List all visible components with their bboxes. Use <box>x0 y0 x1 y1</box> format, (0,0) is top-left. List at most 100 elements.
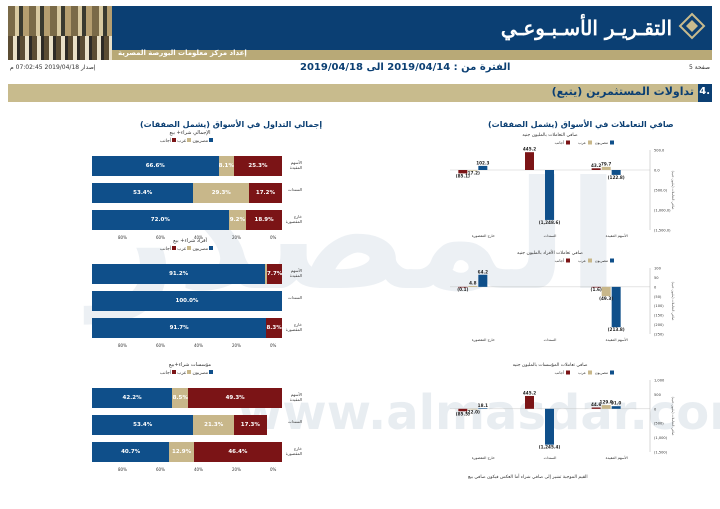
legend-label: عرب <box>578 258 586 263</box>
stacked-bar: 42.2% 8.5% 49.3% <box>92 388 282 408</box>
data-label: 102.3 <box>476 160 489 165</box>
legend-label: عرب <box>177 370 187 376</box>
right-chart-title: صافي التعاملات بالمليون جنيه <box>522 133 577 138</box>
stacked-bar: 66.6% 8.1% 25.3% <box>92 156 282 176</box>
bar-segment: 53.4% <box>92 415 194 435</box>
page-number: صفحة 5 <box>689 64 710 71</box>
stacked-bar: 40.7% 12.9% 46.4% <box>92 442 282 462</box>
y-tick-label: 50 <box>654 276 659 280</box>
data-label: 64.2 <box>478 269 488 274</box>
axis-tick-label: 80% <box>118 343 127 348</box>
bar-row-label: خارج المقصورة <box>285 214 302 224</box>
data-label: 4.8 <box>469 280 477 285</box>
y-tick-label: (50) <box>654 295 662 299</box>
axis-tick-label: 80% <box>118 235 127 240</box>
column-bar <box>611 406 621 409</box>
x-category-label: الأسهم المقيدة <box>606 455 628 460</box>
x-category-label: السندات <box>544 338 557 342</box>
data-label: 79.7 <box>601 161 611 166</box>
bar-row-label: الأسهم المقيدة <box>289 392 302 402</box>
section-tab <box>698 84 712 102</box>
legend-label: أجانب <box>555 258 564 263</box>
report-title: التقـريـر الأسـبـوعـي <box>500 16 672 40</box>
axis-tick-label: 60% <box>156 467 165 472</box>
section-title: تداولات المستثمرين (يتبع) <box>551 85 694 98</box>
bar-segment: 8.3% <box>266 318 282 338</box>
y-tick-label: (1,000) <box>654 436 668 440</box>
bar-row-label: السندات <box>287 187 302 192</box>
data-label: (1,248.6) <box>539 220 561 225</box>
watermark-site: www.almasdar.com <box>238 385 720 441</box>
column-bar <box>591 407 601 409</box>
legend-swatch <box>566 258 570 263</box>
legend-label: أجانب <box>160 246 172 252</box>
y-tick-label: 0.0 <box>654 169 660 173</box>
y-axis-label: صافي التعاملات (مليون جنيه) <box>671 397 675 436</box>
section-number: 4. <box>699 86 710 97</box>
left-chart-title: الإجمالي شراء+ بيع <box>169 130 211 136</box>
legend-item: عرب <box>177 246 192 252</box>
data-label: 445.2 <box>523 390 536 395</box>
legend-label: عرب <box>578 370 586 375</box>
x-category-label: خارج المقصورة <box>472 456 495 460</box>
right-charts: صافي التعاملات بالمليون جنيه مصريون عرب أجا… <box>450 133 675 460</box>
y-tick-label: 1,000 <box>654 379 665 383</box>
y-axis-label: صافي التعاملات (مليون جنيه) <box>671 282 675 321</box>
exchange-logo-icon <box>678 12 706 40</box>
data-label: (49.3) <box>599 296 613 301</box>
footnote: القيم الموجبة تشير إلى صافي شراء أما الع… <box>468 475 588 480</box>
axis-tick-label: 20% <box>232 235 241 240</box>
report-header: إعداد مركز معلومات البورصة المصرية التقـ… <box>8 6 712 60</box>
axis-tick-label: 40% <box>194 467 203 472</box>
data-label: 445.2 <box>523 147 536 152</box>
bar-segment: 29.3% <box>193 183 250 203</box>
header-subtitle-bar: إعداد مركز معلومات البورصة المصرية <box>112 49 712 60</box>
left-chart-legend: مصريون عرب أجانب <box>160 370 214 376</box>
data-label: 43.2 <box>591 163 601 168</box>
legend-item: مصريون <box>192 246 214 252</box>
legend-item: أجانب <box>160 370 177 376</box>
bar-segment: 46.4% <box>193 442 282 462</box>
right-chart-title: صافي تعاملات الأفراد بالمليون جنيه <box>517 249 583 256</box>
y-tick-label: (150) <box>654 314 664 318</box>
axis-tick-label: 0% <box>270 343 277 348</box>
legend-label: أجانب <box>160 370 172 376</box>
legend-item: مصريون <box>192 138 214 144</box>
legend-label: عرب <box>578 140 586 145</box>
data-label: (0.1) <box>457 287 468 292</box>
bar-row-label: الأسهم المقيدة <box>289 160 302 170</box>
column-bar <box>468 285 478 287</box>
bar-segment: 21.3% <box>193 415 234 435</box>
bar-row-label: الأسهم المقيدة <box>289 268 302 278</box>
y-tick-label: (500) <box>654 422 664 426</box>
axis-tick-label: 0% <box>270 467 277 472</box>
axis-tick-label: 60% <box>156 235 165 240</box>
column-bar <box>545 170 554 220</box>
bar-row-label: خارج المقصورة <box>285 322 302 332</box>
column-bar <box>458 170 468 174</box>
bar-segment: 40.7% <box>92 442 170 462</box>
axis-tick-label: 40% <box>194 235 203 240</box>
bar-segment: 18.9% <box>246 210 282 230</box>
column-bar <box>478 408 488 409</box>
data-label: (1.6) <box>591 287 602 292</box>
left-chart-title: مؤسسات شراء+بيع <box>168 362 212 368</box>
column-bar <box>525 395 534 409</box>
column-bar <box>545 408 554 445</box>
section-bar: 4. تداولات المستثمرين (يتبع) <box>8 84 712 102</box>
y-tick-label: 0 <box>654 285 657 289</box>
legend-label: مصريون <box>595 370 608 375</box>
column-bar <box>591 286 601 288</box>
column-bar <box>525 152 534 170</box>
bar-segment: 7.7% <box>267 264 282 284</box>
left-chart-legend: مصريون عرب أجانب <box>160 138 214 144</box>
bar-segment: 91.2% <box>92 264 266 284</box>
bar-row-label: السندات <box>287 419 302 424</box>
legend-swatch <box>610 258 614 263</box>
column-bar <box>468 170 478 171</box>
legend-label: مصريون <box>192 246 209 252</box>
legend-label: مصريون <box>192 138 209 144</box>
legend-swatch <box>566 140 570 145</box>
axis-tick-label: 20% <box>232 467 241 472</box>
bar-segment: 8.1% <box>218 156 234 176</box>
